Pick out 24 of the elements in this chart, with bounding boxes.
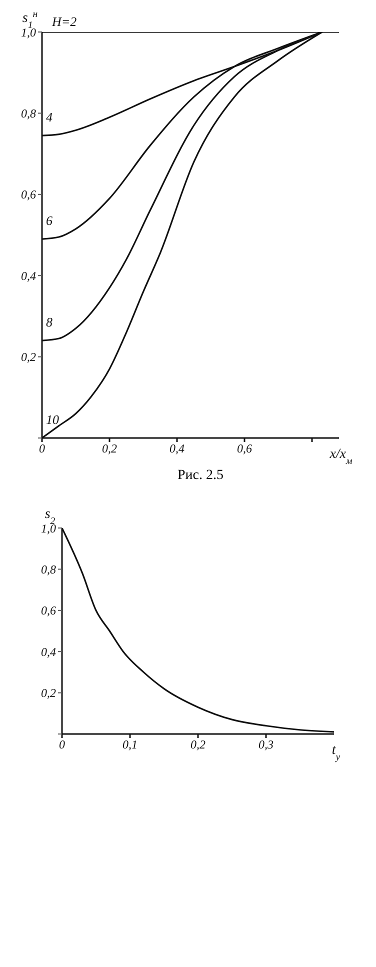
x-tick-label: 0 xyxy=(59,738,65,752)
y-tick-label: 0,4 xyxy=(21,268,36,283)
x-tick-label: 0,3 xyxy=(258,738,274,752)
y-tick-label: 0,4 xyxy=(41,644,56,659)
x-axis-title: t$_{y}$ xyxy=(332,743,341,762)
x-tick-label: 0,4 xyxy=(170,442,184,456)
x-tick-label: 0,1 xyxy=(122,738,138,752)
y-tick-label: 0,6 xyxy=(21,188,36,202)
series-label: 4 xyxy=(46,110,53,125)
series-label: 10 xyxy=(46,412,60,427)
text: Рис. 2.5 xyxy=(176,468,224,484)
y-tick-label: 0,6 xyxy=(41,604,56,618)
series-label: 8 xyxy=(46,314,53,330)
x-tick-label: 0 xyxy=(39,442,45,456)
y-tick-label: 0,8 xyxy=(21,106,36,120)
series-label: 6 xyxy=(46,213,53,228)
x-tick-label: 0,2 xyxy=(190,738,206,752)
series-label: H=2 xyxy=(51,14,78,29)
x-tick-label: 0,2 xyxy=(102,442,117,456)
y-tick-label: 0,2 xyxy=(41,686,56,700)
x-tick-label: 0,6 xyxy=(237,442,252,456)
y-tick-label: 0,8 xyxy=(41,562,56,576)
y-tick-label: 0,2 xyxy=(21,350,36,364)
x-axis-title: x/x$_{м}$ xyxy=(328,447,352,466)
